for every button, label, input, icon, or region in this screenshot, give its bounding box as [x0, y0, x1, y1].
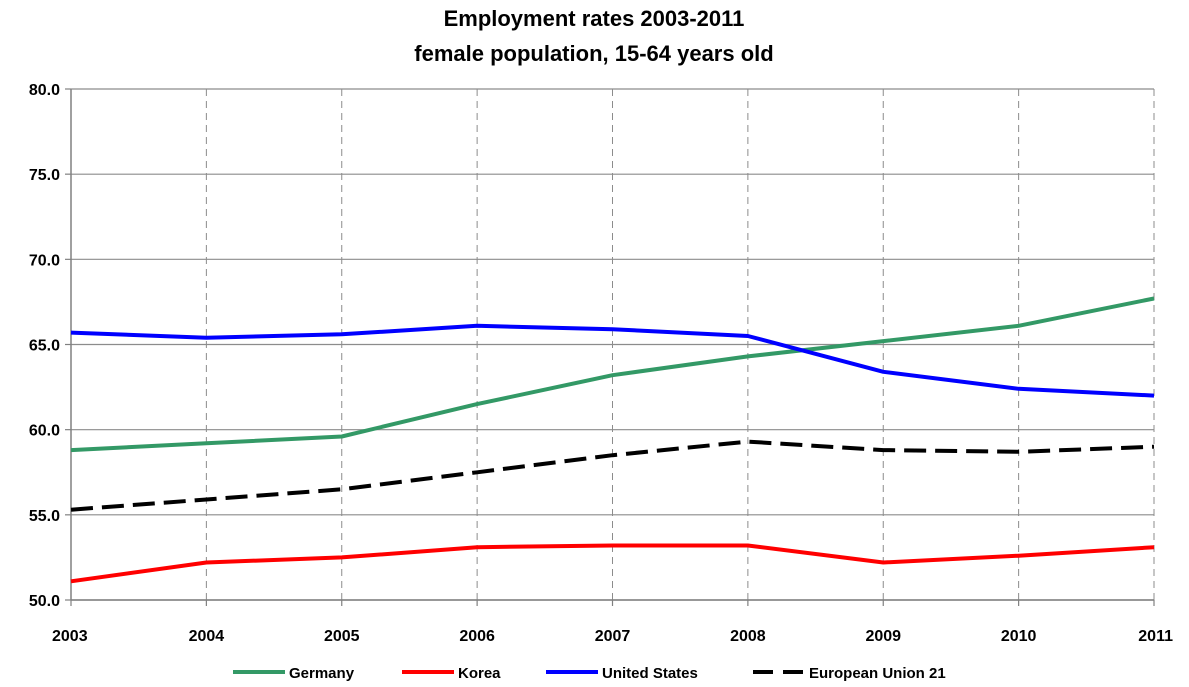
series-line-united-states [70, 323, 1155, 398]
y-tick-label: 60.0 [29, 423, 60, 440]
x-tick-label: 2011 [1138, 628, 1173, 645]
series-line-germany [70, 296, 1155, 453]
x-tick-label: 2010 [1001, 628, 1037, 645]
y-tick-label: 75.0 [29, 167, 60, 184]
y-tick-label: 55.0 [29, 508, 60, 525]
x-axis-ticks: 2003 2004 2005 2006 2007 2008 2009 2010 2011 [52, 600, 1173, 645]
series-lines [70, 296, 1155, 584]
legend: Germany Korea United States European Union … [233, 665, 946, 682]
legend-label: Germany [289, 665, 355, 682]
y-tick-label: 65.0 [29, 338, 60, 355]
grid-lines [71, 88, 1155, 601]
chart-title: Employment rates 2003-2011 [444, 6, 745, 31]
y-tick-label: 70.0 [29, 252, 60, 269]
x-tick-label: 2009 [865, 628, 901, 645]
legend-label: United States [602, 665, 698, 682]
series-line-european-union-21 [70, 439, 1155, 512]
legend-label: European Union 21 [809, 665, 946, 682]
y-axis-ticks: 50.0 55.0 60.0 65.0 70.0 75.0 80.0 [29, 82, 71, 610]
chart-subtitle: female population, 15-64 years old [414, 41, 773, 66]
y-tick-label: 80.0 [29, 82, 60, 99]
x-tick-label: 2006 [459, 628, 495, 645]
y-tick-label: 50.0 [29, 593, 60, 610]
x-tick-label: 2003 [52, 628, 88, 645]
x-tick-label: 2005 [324, 628, 360, 645]
x-tick-label: 2008 [730, 628, 766, 645]
legend-label: Korea [458, 665, 501, 682]
x-tick-label: 2007 [595, 628, 631, 645]
series-line-korea [70, 543, 1155, 584]
x-tick-label: 2004 [189, 628, 225, 645]
